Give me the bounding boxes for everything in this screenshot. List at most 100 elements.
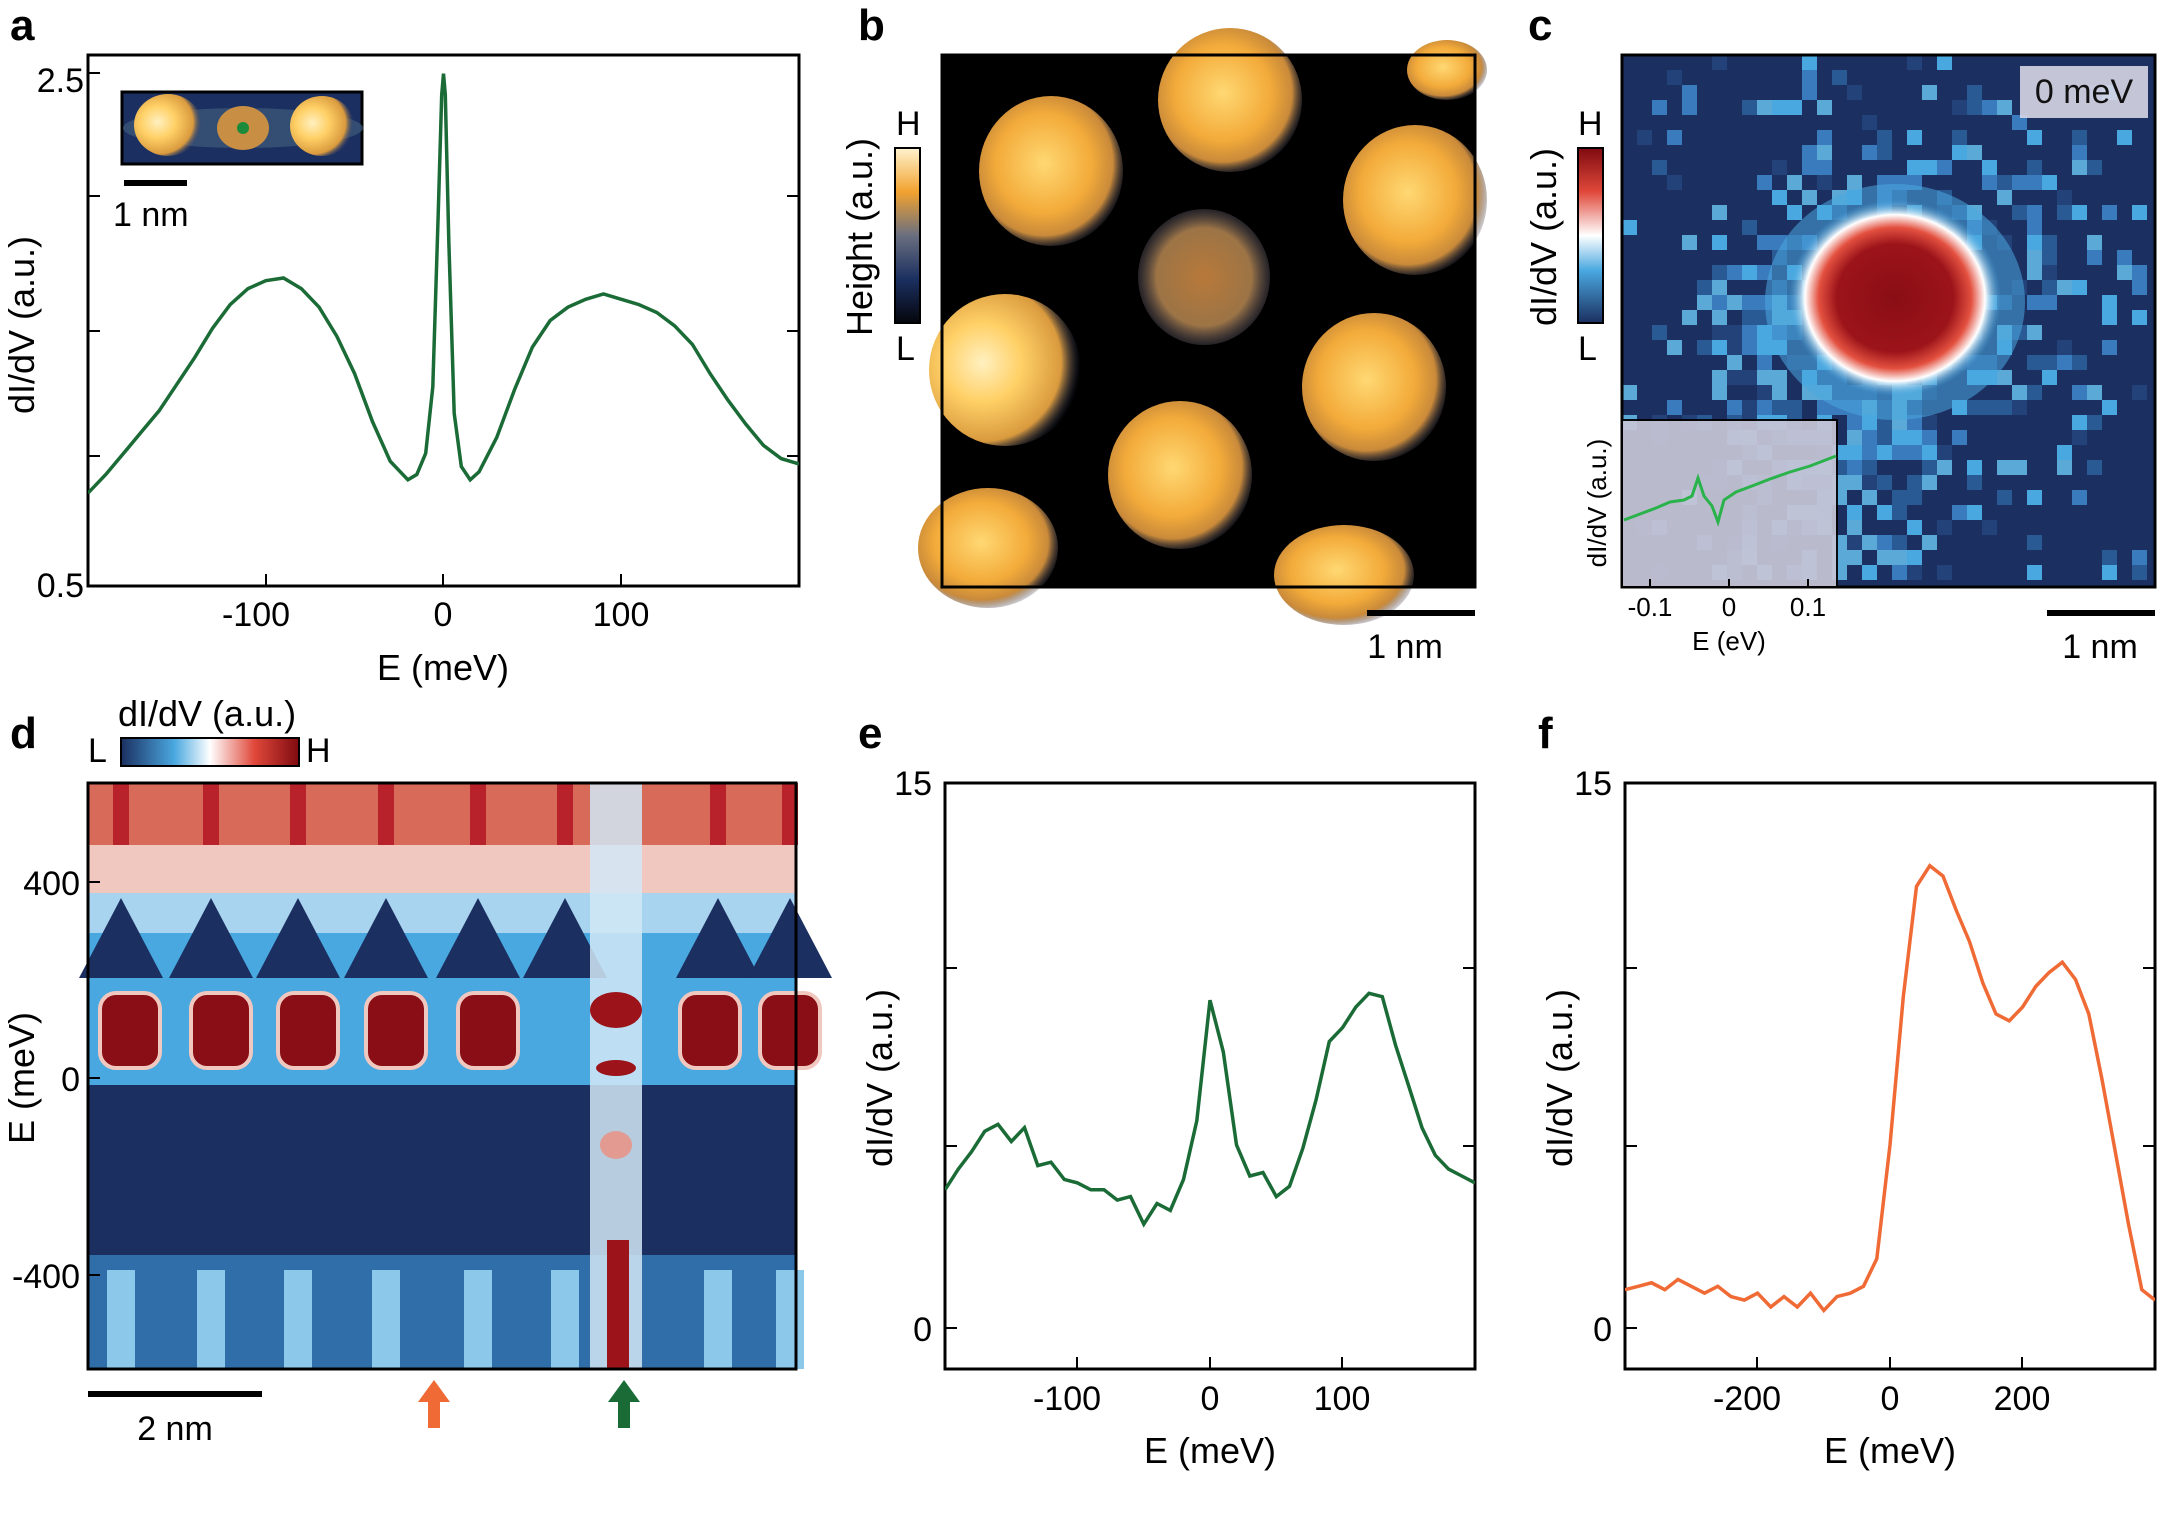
- map-pixel: [1757, 175, 1772, 190]
- image-frame-b: [940, 53, 1477, 589]
- map-pixel: [1727, 295, 1742, 310]
- map-pixel: [1922, 415, 1937, 430]
- map-pixel: [1742, 295, 1757, 310]
- map-pixel: [2027, 235, 2042, 250]
- map-pixel: [2027, 385, 2042, 400]
- axes-frame-e: [943, 781, 1477, 1371]
- map-pixel: [1922, 445, 1937, 460]
- map-pixel: [1922, 460, 1937, 475]
- map-pixel: [1892, 490, 1907, 505]
- map-pixel: [2072, 385, 2087, 400]
- map-pixel: [2132, 550, 2147, 565]
- map-pixel: [1862, 145, 1877, 160]
- map-high-stripe: [782, 783, 798, 845]
- map-pixel: [1967, 460, 1982, 475]
- map-pixel: [2042, 295, 2057, 310]
- panel-b: b H L Height (a.u.) 1 nm: [839, 1, 1487, 666]
- map-pixel: [2042, 370, 2057, 385]
- map-band-high-fade: [88, 845, 796, 895]
- series-line-a: [88, 73, 799, 495]
- map-pixel: [1967, 475, 1982, 490]
- map-pixel: [1817, 130, 1832, 145]
- colorbar-didv-c: [1577, 147, 1604, 324]
- map-pixel: [1907, 430, 1922, 445]
- map-periodic-features: [79, 783, 832, 1369]
- map-dip-triangle: [676, 898, 760, 978]
- map-pixel: [1877, 475, 1892, 490]
- map-pixel: [2087, 235, 2102, 250]
- map-pixel: [2072, 490, 2087, 505]
- map-pixel: [2057, 355, 2072, 370]
- ytick-label-top-e: 15: [894, 765, 932, 803]
- xtick-label: -100: [222, 596, 290, 634]
- map-red-state: [758, 991, 822, 1070]
- atom: [1158, 28, 1302, 172]
- map-pixel: [2072, 130, 2087, 145]
- map-pixel: [2087, 385, 2102, 400]
- panel-d: d dI/dV (a.u.) L H 400 0 -400 E (meV): [1, 693, 832, 1448]
- ytick-label-d: -400: [12, 1258, 80, 1296]
- map-pixel: [1952, 100, 1967, 115]
- map-pixel: [2087, 415, 2102, 430]
- map-pixel: [1712, 295, 1727, 310]
- map-pixel: [1772, 400, 1787, 415]
- ytick-label-top-a: 2.5: [37, 62, 84, 100]
- map-low-stripe: [776, 1270, 804, 1369]
- map-pixel: [1847, 430, 1862, 445]
- panel-e: e 15 0 -100 0 100 E (meV) dI/dV (a.u.): [858, 709, 1477, 1471]
- colorbar-high-label-b: H: [896, 105, 921, 143]
- inset-right-atom: [290, 96, 354, 156]
- impurity-state: [596, 1060, 636, 1076]
- map-pixel: [2042, 265, 2057, 280]
- map-pixel: [2057, 280, 2072, 295]
- map-pixel: [1757, 355, 1772, 370]
- map-pixel: [1712, 280, 1727, 295]
- ytick-label-bottom-a: 0.5: [37, 567, 84, 605]
- panel-label-a: a: [10, 1, 35, 50]
- map-pixel: [1817, 145, 1832, 160]
- map-high-stripe: [470, 783, 486, 845]
- map-pixel: [1817, 400, 1832, 415]
- xtick-label: 0: [434, 596, 453, 634]
- inset-topography-a: 1 nm: [113, 90, 364, 234]
- map-pixel: [2057, 445, 2072, 460]
- map-pixel: [2117, 130, 2132, 145]
- map-pixel: [1712, 55, 1727, 70]
- image-frame-d: [86, 781, 798, 1371]
- map-pixel: [2012, 460, 2027, 475]
- map-pixel: [1997, 190, 2012, 205]
- map-low-stripe: [704, 1270, 732, 1369]
- map-dip-triangle: [748, 898, 832, 978]
- map-pixel: [2132, 205, 2147, 220]
- map-pixel: [1832, 70, 1847, 85]
- map-pixel: [2042, 355, 2057, 370]
- map-pixel: [1682, 85, 1697, 100]
- atom: [929, 294, 1081, 446]
- colorbar-low-label-d: L: [88, 732, 107, 770]
- map-pixel: [2057, 460, 2072, 475]
- map-pixel: [1997, 175, 2012, 190]
- map-pixel: [1952, 130, 1967, 145]
- ytick-label-d: 400: [23, 865, 80, 903]
- map-pixel: [1847, 550, 1862, 565]
- map-pixel: [1742, 400, 1757, 415]
- map-pixel: [2042, 175, 2057, 190]
- map-pixel: [1772, 385, 1787, 400]
- map-pixel: [2072, 205, 2087, 220]
- map-pixel: [1907, 520, 1922, 535]
- map-pixel: [1862, 535, 1877, 550]
- map-pixel: [1907, 490, 1922, 505]
- series-line-e: [945, 991, 1475, 1228]
- map-pixel: [1817, 100, 1832, 115]
- xtick-label: 0: [1201, 1380, 1220, 1418]
- map-pixel: [1967, 85, 1982, 100]
- map-pixel: [2072, 145, 2087, 160]
- map-pixel: [1757, 325, 1772, 340]
- map-pixel: [1862, 460, 1877, 475]
- map-dip-triangle: [256, 898, 340, 978]
- map-pixel: [2012, 115, 2027, 130]
- yaxis-title-d: E (meV): [1, 1012, 42, 1144]
- impurity-state: [590, 992, 642, 1028]
- map-pixel: [2027, 160, 2042, 175]
